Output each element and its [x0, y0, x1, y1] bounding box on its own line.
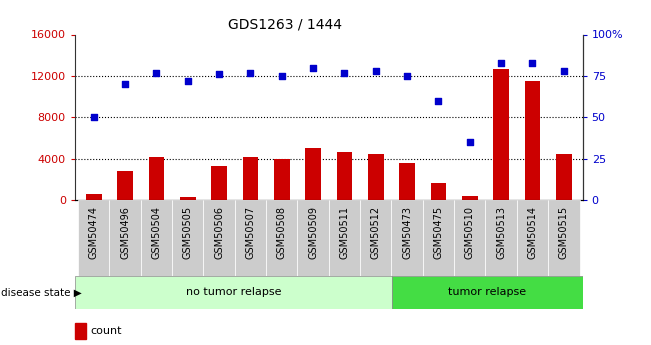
- Bar: [493, 69, 509, 200]
- Bar: [399, 163, 415, 200]
- Text: GSM50508: GSM50508: [277, 206, 286, 259]
- Point: [434, 98, 444, 104]
- Bar: [117, 171, 133, 200]
- Bar: [305, 148, 321, 200]
- Point: [245, 70, 256, 75]
- Point: [89, 115, 99, 120]
- Bar: [454, 200, 486, 276]
- Point: [370, 68, 381, 74]
- Bar: [556, 154, 572, 200]
- Text: disease state ▶: disease state ▶: [1, 287, 82, 297]
- Text: GSM50475: GSM50475: [434, 206, 443, 259]
- Bar: [235, 200, 266, 276]
- Text: no tumor relapse: no tumor relapse: [186, 287, 281, 297]
- Bar: [86, 194, 102, 200]
- Text: GSM50511: GSM50511: [339, 206, 350, 259]
- Point: [527, 60, 538, 66]
- Bar: [391, 200, 422, 276]
- Bar: [360, 200, 391, 276]
- Point: [402, 73, 412, 79]
- Text: count: count: [90, 326, 122, 336]
- Point: [559, 68, 569, 74]
- Point: [214, 71, 224, 77]
- Bar: [274, 159, 290, 200]
- Bar: [211, 166, 227, 200]
- Bar: [109, 200, 141, 276]
- Bar: [141, 200, 172, 276]
- Text: GSM50515: GSM50515: [559, 206, 569, 259]
- Text: GDS1263 / 1444: GDS1263 / 1444: [228, 17, 342, 31]
- Text: GSM50505: GSM50505: [183, 206, 193, 259]
- Text: GSM50496: GSM50496: [120, 206, 130, 259]
- Bar: [337, 152, 352, 200]
- Point: [182, 78, 193, 83]
- Bar: [148, 157, 164, 200]
- Point: [339, 70, 350, 75]
- Bar: [548, 200, 579, 276]
- Text: tumor relapse: tumor relapse: [449, 287, 527, 297]
- Point: [151, 70, 161, 75]
- Bar: [368, 154, 383, 200]
- Bar: [486, 200, 517, 276]
- Text: GSM50512: GSM50512: [371, 206, 381, 259]
- Bar: [172, 200, 203, 276]
- Bar: [180, 197, 195, 200]
- Point: [496, 60, 506, 66]
- Text: GSM50504: GSM50504: [152, 206, 161, 259]
- Text: GSM50474: GSM50474: [89, 206, 99, 259]
- Point: [465, 139, 475, 145]
- Text: GSM50513: GSM50513: [496, 206, 506, 259]
- Text: GSM50506: GSM50506: [214, 206, 224, 259]
- Bar: [525, 81, 540, 200]
- Text: GSM50509: GSM50509: [308, 206, 318, 259]
- Bar: [430, 183, 447, 200]
- Bar: [392, 276, 583, 309]
- Bar: [243, 157, 258, 200]
- Bar: [517, 200, 548, 276]
- Text: GSM50473: GSM50473: [402, 206, 412, 259]
- Bar: [462, 196, 478, 200]
- Bar: [422, 200, 454, 276]
- Bar: [75, 276, 392, 309]
- Bar: [298, 200, 329, 276]
- Point: [120, 81, 130, 87]
- Bar: [329, 200, 360, 276]
- Text: GSM50510: GSM50510: [465, 206, 475, 259]
- Point: [277, 73, 287, 79]
- Bar: [78, 200, 109, 276]
- Bar: [266, 200, 298, 276]
- Text: GSM50514: GSM50514: [527, 206, 538, 259]
- Text: GSM50507: GSM50507: [245, 206, 255, 259]
- Bar: [203, 200, 235, 276]
- Point: [308, 65, 318, 70]
- Bar: [75, 324, 86, 339]
